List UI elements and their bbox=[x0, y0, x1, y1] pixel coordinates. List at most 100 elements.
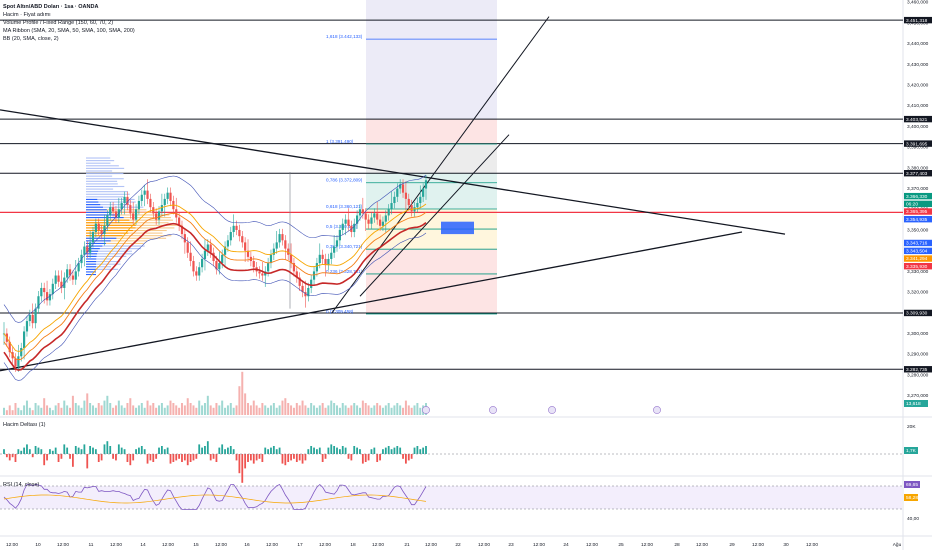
volume-value-label: 13,618 bbox=[906, 401, 921, 407]
time-tick-label: 12:00 bbox=[752, 542, 764, 548]
delta-bar bbox=[227, 448, 229, 454]
delta-bar bbox=[3, 449, 5, 454]
candle-body bbox=[345, 220, 347, 224]
candle-body bbox=[385, 215, 387, 221]
candle-body bbox=[189, 253, 191, 261]
time-tick-label: 12:00 bbox=[372, 542, 384, 548]
candle-body bbox=[184, 234, 186, 242]
delta-bar bbox=[362, 454, 364, 464]
delta-bar bbox=[81, 449, 83, 454]
delta-bar bbox=[287, 454, 289, 462]
volume-bar bbox=[158, 405, 160, 415]
delta-bar bbox=[339, 449, 341, 454]
volume-bar bbox=[126, 403, 128, 415]
volume-bar bbox=[198, 401, 200, 415]
time-tick-label: 14 bbox=[140, 542, 146, 548]
candle-body bbox=[192, 261, 194, 271]
price-level-label: 3.343,504 bbox=[906, 249, 928, 255]
volume-bar bbox=[236, 405, 238, 415]
volume-bar bbox=[20, 410, 22, 415]
time-tick-label: 12:00 bbox=[806, 542, 818, 548]
candle-body bbox=[207, 244, 209, 250]
time-tick-label: 18 bbox=[350, 542, 356, 548]
delta-bar bbox=[155, 454, 157, 459]
candle-body bbox=[241, 236, 243, 242]
volume-profile-bar bbox=[86, 181, 117, 182]
time-tick-label: 12:00 bbox=[266, 542, 278, 548]
candle-body bbox=[336, 240, 338, 246]
delta-bar bbox=[307, 449, 309, 454]
volume-bar bbox=[63, 401, 65, 415]
delta-bar bbox=[322, 454, 324, 462]
volume-bar bbox=[29, 408, 31, 415]
volume-profile-bar-core bbox=[86, 261, 96, 262]
delta-bar bbox=[75, 446, 77, 454]
delta-bar bbox=[230, 446, 232, 454]
candle-body bbox=[367, 220, 369, 224]
candle-body bbox=[106, 215, 108, 225]
volume-bar bbox=[230, 403, 232, 415]
volume-bar bbox=[187, 398, 189, 415]
candle-body bbox=[322, 255, 324, 259]
delta-bar bbox=[40, 449, 42, 454]
delta-bar bbox=[35, 446, 37, 454]
delta-bar bbox=[345, 448, 347, 454]
candle-body bbox=[327, 259, 329, 265]
volume-bar bbox=[359, 408, 361, 415]
volume-bar bbox=[333, 403, 335, 415]
volume-bar bbox=[213, 408, 215, 415]
volume-bar bbox=[204, 403, 206, 415]
volume-profile-bar bbox=[86, 170, 112, 171]
volume-bar bbox=[273, 403, 275, 415]
volume-profile-bar-core bbox=[86, 253, 97, 254]
delta-bar bbox=[175, 454, 177, 460]
delta-bar bbox=[115, 454, 117, 460]
price-level-label: 3.403,521 bbox=[906, 117, 928, 123]
volume-bar bbox=[3, 408, 5, 415]
delta-bar bbox=[382, 449, 384, 454]
candle-body bbox=[267, 263, 269, 271]
volume-bar bbox=[293, 408, 295, 415]
delta-bar bbox=[224, 449, 226, 454]
delta-bar bbox=[276, 449, 278, 454]
volume-bar bbox=[144, 408, 146, 415]
volume-bar bbox=[86, 393, 88, 415]
delta-bar bbox=[46, 454, 48, 460]
delta-bar bbox=[236, 454, 238, 460]
volume-bar bbox=[402, 408, 404, 415]
delta-bar bbox=[411, 454, 413, 459]
volume-bar bbox=[218, 405, 220, 415]
price-level-label: 3.341,294 bbox=[906, 256, 928, 262]
candle-body bbox=[144, 191, 146, 195]
candle-body bbox=[72, 276, 74, 280]
delta-bar bbox=[207, 441, 209, 454]
volume-bar bbox=[221, 401, 223, 415]
volume-bar bbox=[411, 408, 413, 415]
candle-body bbox=[155, 213, 157, 219]
delta-bar bbox=[61, 454, 63, 459]
delta-bar bbox=[270, 448, 272, 454]
volume-bar bbox=[376, 403, 378, 415]
candle-body bbox=[195, 271, 197, 275]
delta-bar bbox=[58, 454, 60, 462]
volume-profile-bar-core bbox=[86, 227, 136, 228]
candle-body bbox=[34, 309, 36, 323]
price-tick-label: 3,430,000 bbox=[907, 62, 929, 68]
candle-body bbox=[425, 180, 427, 188]
candle-body bbox=[29, 315, 31, 321]
volume-profile-legend: Volume Profile / Fixed Range (150, 60, 7… bbox=[3, 19, 135, 27]
time-tick-label: 29 bbox=[729, 542, 735, 548]
volume-bar bbox=[393, 405, 395, 415]
delta-bar bbox=[247, 454, 249, 462]
delta-bar bbox=[408, 454, 410, 460]
delta-bar bbox=[109, 446, 111, 454]
price-level-label: 3.343,716 bbox=[906, 241, 928, 247]
delta-bar bbox=[181, 454, 183, 462]
volume-bar bbox=[201, 405, 203, 415]
volume-profile-bar-core bbox=[86, 222, 134, 223]
price-tick-label: 3,320,000 bbox=[907, 290, 929, 296]
delta-bar bbox=[52, 451, 54, 454]
volume-bar bbox=[356, 405, 358, 415]
volume-bar bbox=[382, 408, 384, 415]
